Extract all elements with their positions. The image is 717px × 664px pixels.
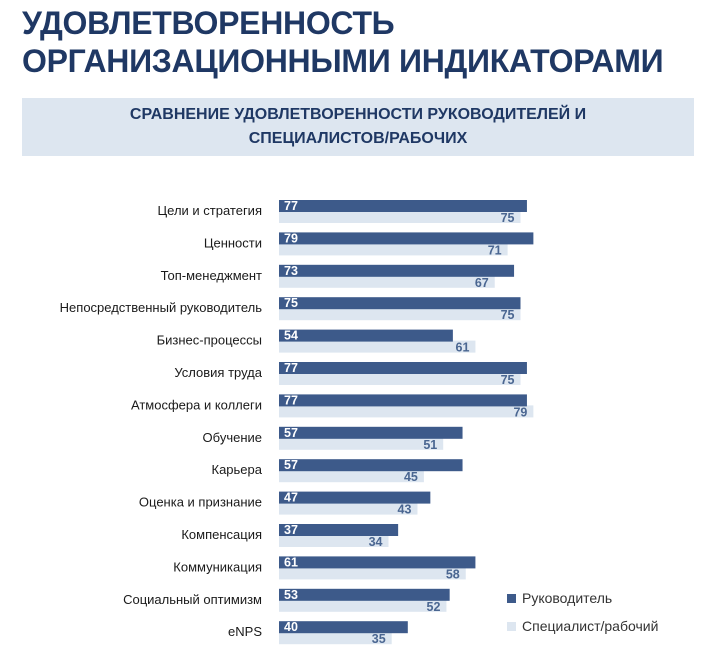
data-label-specialist: 45	[404, 470, 418, 484]
legend-item-manager-label: Руководитель	[522, 590, 612, 606]
bar-manager	[279, 362, 527, 374]
bar-manager	[279, 297, 521, 310]
legend-item-specialist-label: Специалист/рабочий	[522, 618, 658, 634]
data-label-manager: 47	[284, 491, 298, 505]
data-label-specialist: 34	[369, 535, 383, 549]
bar-specialist	[279, 535, 389, 547]
chart-title-banner: СРАВНЕНИЕ УДОВЛЕТВОРЕННОСТИ РУКОВОДИТЕЛЕ…	[22, 98, 694, 156]
data-label-manager: 77	[284, 199, 298, 213]
data-label-specialist: 75	[501, 211, 515, 225]
data-label-specialist: 67	[475, 276, 489, 290]
legend-item-manager-swatch	[507, 594, 516, 603]
bar-specialist	[279, 405, 534, 418]
bar-manager	[279, 588, 450, 601]
bar-manager	[279, 556, 476, 569]
category-label: Обучение	[203, 430, 262, 445]
data-label-manager: 37	[284, 523, 298, 537]
data-label-manager: 54	[284, 329, 298, 343]
bar-manager	[279, 264, 515, 277]
data-label-manager: 57	[284, 458, 298, 472]
bar-specialist	[279, 275, 495, 288]
bar-specialist	[279, 373, 521, 385]
data-label-specialist: 35	[372, 632, 386, 646]
category-label: Атмосфера и коллеги	[131, 397, 262, 412]
bar-manager	[279, 459, 463, 472]
bar-manager	[279, 232, 534, 245]
data-label-specialist: 51	[423, 438, 437, 452]
data-label-specialist: 71	[488, 243, 502, 257]
data-label-specialist: 79	[513, 405, 527, 419]
bar-specialist	[279, 340, 476, 353]
bar-specialist	[279, 599, 447, 612]
category-label: Оценка и признание	[139, 495, 262, 510]
category-label: Топ-менеджмент	[161, 268, 262, 283]
bar-specialist	[279, 243, 508, 256]
bar-specialist	[279, 437, 444, 450]
bar-manager	[279, 491, 431, 504]
data-label-manager: 79	[284, 231, 298, 245]
category-label: Цели и стратегия	[158, 203, 262, 218]
data-label-specialist: 58	[446, 567, 460, 581]
category-label: Карьера	[212, 462, 263, 477]
category-label: Ценности	[204, 235, 262, 250]
category-label: Компенсация	[181, 527, 262, 542]
category-label: Непосредственный руководитель	[60, 300, 263, 315]
data-label-specialist: 61	[456, 341, 470, 355]
bar-specialist	[279, 470, 424, 483]
data-label-manager: 77	[284, 393, 298, 407]
data-label-manager: 40	[284, 620, 298, 634]
data-label-manager: 75	[284, 296, 298, 310]
category-label: Социальный оптимизм	[123, 592, 262, 607]
bar-specialist	[279, 308, 521, 321]
page-title: УДОВЛЕТВОРЕННОСТЬ ОРГАНИЗАЦИОННЫМИ ИНДИК…	[22, 5, 664, 79]
bar-specialist	[279, 211, 521, 223]
data-label-manager: 61	[284, 555, 298, 569]
category-label: Коммуникация	[173, 559, 262, 574]
legend-item-specialist-swatch	[507, 622, 516, 631]
bar-specialist	[279, 567, 466, 580]
data-label-manager: 53	[284, 588, 298, 602]
data-label-specialist: 75	[501, 308, 515, 322]
bar-manager	[279, 329, 453, 342]
category-label: Бизнес-процессы	[157, 333, 262, 348]
category-label: Условия труда	[174, 365, 262, 380]
bar-specialist	[279, 502, 418, 515]
data-label-manager: 77	[284, 361, 298, 375]
bar-manager	[279, 200, 527, 212]
data-label-manager: 73	[284, 264, 298, 278]
bar-manager	[279, 621, 408, 634]
bar-manager	[279, 394, 527, 407]
category-label: eNPS	[228, 624, 262, 639]
chart-legend: Руководитель Специалист/рабочий	[507, 590, 658, 634]
bar-specialist	[279, 632, 392, 645]
data-label-manager: 57	[284, 426, 298, 440]
chart-title: СРАВНЕНИЕ УДОВЛЕТВОРЕННОСТИ РУКОВОДИТЕЛЕ…	[129, 106, 587, 147]
data-label-specialist: 52	[427, 600, 441, 614]
data-label-specialist: 75	[501, 373, 515, 387]
data-label-specialist: 43	[398, 503, 412, 517]
bar-manager	[279, 426, 463, 439]
bar-manager	[279, 524, 399, 536]
chart-bars: Цели и стратегия 77 75 Ценности 79 71 Топ-мене…	[60, 199, 534, 646]
